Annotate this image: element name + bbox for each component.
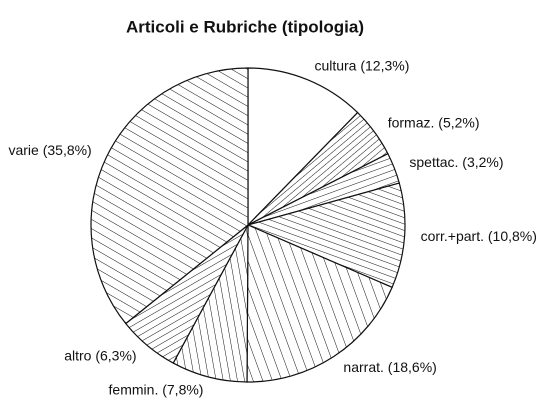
slice-value-label: (18,6%) — [388, 359, 437, 375]
slice-label: spettac. (3,2%) — [409, 154, 503, 170]
slice-value-label: (12,3%) — [360, 57, 409, 73]
slice-value-label: (7,8%) — [162, 381, 203, 397]
pie-slice — [90, 67, 249, 325]
slice-label: femmin. (7,8%) — [109, 381, 204, 397]
chart-title: Articoli e Rubriche (tipologia) — [126, 17, 364, 36]
slice-category: altro — [64, 347, 91, 363]
slice-label: formaz. (5,2%) — [388, 114, 480, 130]
slice-category: varie — [8, 142, 39, 158]
slice-value-label: (10,8%) — [488, 228, 537, 244]
slice-label: varie (35,8%) — [8, 142, 91, 158]
pie-slice — [247, 67, 359, 227]
slice-category: cultura — [314, 57, 356, 73]
slice-value-label: (3,2%) — [462, 154, 503, 170]
slice-category: spettac. — [409, 154, 458, 170]
slice-label: narrat. (18,6%) — [343, 359, 436, 375]
slice-label: corr.+part. (10,8%) — [421, 228, 537, 244]
slice-category: corr.+part. — [421, 228, 484, 244]
pie-slice — [246, 182, 406, 289]
slice-category: narrat. — [343, 359, 383, 375]
slice-value-label: (35,8%) — [43, 142, 92, 158]
slice-label: altro (6,3%) — [64, 347, 136, 363]
pie-slice — [246, 224, 393, 383]
slice-category: femmin. — [109, 381, 159, 397]
slice-value-label: (6,3%) — [95, 347, 136, 363]
slice-value-label: (5,2%) — [438, 114, 479, 130]
slice-label: cultura (12,3%) — [314, 57, 409, 73]
slice-category: formaz. — [388, 114, 435, 130]
